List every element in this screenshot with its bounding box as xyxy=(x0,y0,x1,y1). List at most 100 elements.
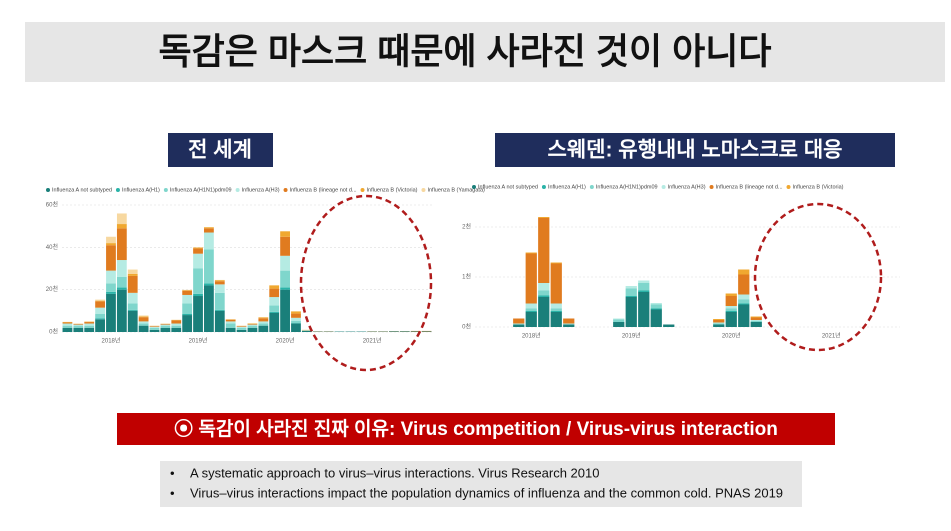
bar-segment xyxy=(95,300,105,302)
bar-segment xyxy=(550,262,562,264)
bar-segment xyxy=(116,260,127,277)
bar-segment xyxy=(625,288,637,296)
bar-segment xyxy=(291,311,301,314)
bar-segment xyxy=(204,285,214,332)
bar-segment xyxy=(95,299,105,301)
bar-segment xyxy=(550,308,562,311)
bar-segment xyxy=(269,305,280,312)
bar-segment xyxy=(204,227,214,229)
bar-segment xyxy=(247,324,258,326)
bar-segment xyxy=(193,296,203,332)
bar-segment xyxy=(513,318,525,324)
bar-segment xyxy=(138,321,149,324)
bar-segment xyxy=(236,326,247,328)
bar-segment xyxy=(389,331,399,332)
bar-segment xyxy=(750,317,762,320)
bar-segment xyxy=(725,293,737,296)
bar-segment xyxy=(106,293,116,332)
bar-segment xyxy=(258,323,269,326)
x-tick-label: 2019년 xyxy=(622,332,641,340)
bar-segment xyxy=(149,326,160,328)
banner-text: ⦿ 독감이 사라진 진짜 이유: Virus competition / Vir… xyxy=(174,417,778,440)
bar-segment xyxy=(638,292,650,327)
bar-segment xyxy=(258,318,269,322)
bar-segment xyxy=(280,287,290,290)
bar-segment xyxy=(280,231,290,237)
bar-segment xyxy=(214,281,225,285)
bar-segment xyxy=(650,303,662,305)
y-tick-label: 2천 xyxy=(462,223,471,231)
bar-segment xyxy=(280,270,290,288)
bar-segment xyxy=(525,303,537,309)
bar-segment xyxy=(550,263,562,304)
title-bar xyxy=(25,22,945,82)
bar-segment xyxy=(738,299,750,304)
bar-segment xyxy=(106,270,116,284)
bar-segment xyxy=(738,269,750,275)
legend-label: Influenza A not subtyped xyxy=(478,184,538,190)
bar-segment xyxy=(160,327,171,332)
bar-segment xyxy=(214,309,225,311)
bar-segment xyxy=(538,217,550,218)
bar-segment xyxy=(149,329,160,332)
bar-segment xyxy=(613,319,625,322)
slide-title: 독감은 마스크 때문에 사라진 것이 아니다 xyxy=(158,31,771,72)
bar-segment xyxy=(725,311,737,312)
bar-segment xyxy=(750,321,762,322)
bullet: • xyxy=(170,485,175,500)
banner-box xyxy=(117,413,835,445)
legend-swatch xyxy=(115,188,120,192)
bar-segment xyxy=(247,323,258,325)
bar-segment xyxy=(182,290,193,291)
panel-label: 전 세계 xyxy=(188,139,252,162)
bar-segment xyxy=(84,325,95,328)
y-tick-label: 60천 xyxy=(46,201,58,209)
bar-segment xyxy=(73,325,84,328)
legend-label: Influenza B (lineage not d... xyxy=(716,184,783,190)
bar-segment xyxy=(399,331,410,332)
x-tick-label: 2018년 xyxy=(522,332,541,340)
bar-segment xyxy=(193,247,203,249)
bar-segment xyxy=(247,327,258,332)
bar-segment xyxy=(95,314,105,319)
bar-segment xyxy=(193,253,203,269)
bar-segment xyxy=(638,290,650,292)
y-tick-label: 0천 xyxy=(462,323,471,331)
bar-segment xyxy=(116,224,127,229)
bar-segment xyxy=(193,293,203,297)
bar-segment xyxy=(204,228,214,233)
bar-segment xyxy=(625,297,637,327)
bar-segment xyxy=(525,308,537,311)
legend-label: Influenza A not subtyped xyxy=(52,187,112,193)
bar-segment xyxy=(525,311,537,312)
x-tick-label: 2018년 xyxy=(102,337,121,345)
panel-label-box xyxy=(495,133,895,167)
bar-segment xyxy=(713,322,725,324)
legend-swatch xyxy=(360,188,365,192)
bar-segment xyxy=(160,325,171,328)
bar-segment xyxy=(258,317,269,319)
bar-segment xyxy=(62,323,73,326)
legend-swatch xyxy=(541,185,546,189)
bar-segment xyxy=(73,323,84,325)
bar-segment xyxy=(116,213,127,225)
bar-segment xyxy=(563,318,575,324)
bar-segment xyxy=(638,280,650,283)
bar-segment xyxy=(182,290,193,295)
bar-segment xyxy=(538,295,550,297)
legend-swatch xyxy=(709,185,714,189)
bar-segment xyxy=(138,316,149,318)
legend-label: Influenza A(H3) xyxy=(668,184,706,190)
x-tick-label: 2021년 xyxy=(822,332,841,340)
bar-segment xyxy=(127,303,138,310)
bar-segment xyxy=(713,324,725,327)
legend-swatch xyxy=(163,188,168,192)
bar-segment xyxy=(750,322,762,327)
bar-segment xyxy=(538,218,550,283)
bar-segment xyxy=(204,232,214,250)
bar-segment xyxy=(750,320,762,321)
legend-swatch xyxy=(421,188,426,192)
bar-segment xyxy=(513,324,525,327)
legend-swatch xyxy=(283,188,288,192)
